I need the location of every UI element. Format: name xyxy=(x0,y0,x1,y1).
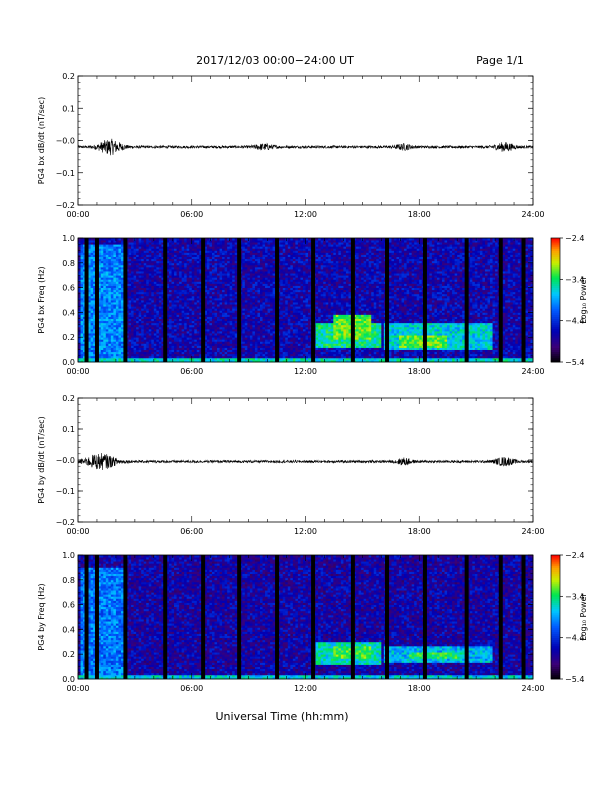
x-axis-title: Universal Time (hh:mm) xyxy=(216,710,349,723)
x-tick-label: 18:00 xyxy=(408,210,431,219)
trace-line xyxy=(78,139,533,155)
y-tick-label: 0.2 xyxy=(62,72,75,81)
y-axis-title: PG4 bx dB/dt (nT/sec) xyxy=(37,97,46,184)
y-axis: −0.2 −0.1 −0.0 0.1 0.2 xyxy=(56,72,533,210)
plot-frame xyxy=(78,76,533,205)
y-tick-label: 0.1 xyxy=(62,104,75,113)
panel-group: −0.2 −0.1 −0.0 0.1 0.2 00:00 06:00 12:00 18:00 24… xyxy=(37,72,588,693)
x-tick-label: 06:00 xyxy=(180,210,203,219)
panel-1: −0.2 −0.1 −0.0 0.1 0.2 00:00 06:00 12:00 18:00 24… xyxy=(37,72,545,219)
page-number: Page 1/1 xyxy=(476,54,524,67)
x-tick-label: 12:00 xyxy=(294,210,317,219)
y-tick-label: −0.2 xyxy=(56,201,75,210)
y-tick-label: −0.0 xyxy=(56,137,75,146)
x-tick-label: 24:00 xyxy=(521,210,544,219)
y-tick-label: −0.1 xyxy=(56,169,75,178)
x-tick-label: 00:00 xyxy=(66,210,89,219)
page-title: 2017/12/03 00:00−24:00 UT xyxy=(196,54,354,67)
